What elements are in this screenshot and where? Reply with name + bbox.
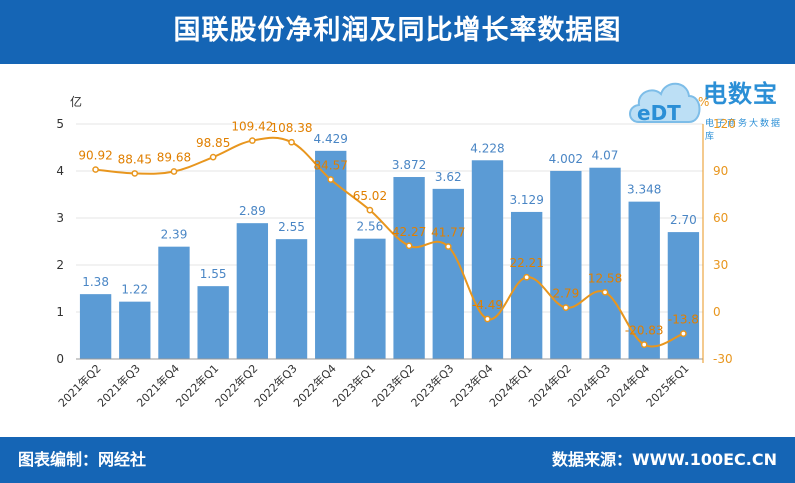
line-value-label: 89.68 xyxy=(157,151,191,165)
bar-value-label: 1.55 xyxy=(200,267,227,281)
left-axis-tick-label: 5 xyxy=(56,117,64,131)
bar-value-label: 4.228 xyxy=(470,141,504,155)
bar xyxy=(197,286,229,359)
line-value-label: 22.21 xyxy=(509,256,543,270)
bar xyxy=(550,170,582,359)
bar xyxy=(315,150,347,359)
header-bar: 国联股份净利润及同比增长率数据图 xyxy=(0,0,795,64)
cloud-icon: eDT xyxy=(629,82,701,125)
left-axis-tick-label: 2 xyxy=(56,258,64,272)
right-axis-unit: % xyxy=(698,95,709,109)
logo-subtitle: 电子商务大数据库 xyxy=(705,119,783,142)
bar-value-label: 4.002 xyxy=(549,152,583,166)
bar-value-label: 4.429 xyxy=(314,132,348,146)
bar-value-label: 3.62 xyxy=(435,170,462,184)
line-point xyxy=(405,242,413,250)
line-value-label: 98.85 xyxy=(196,136,230,150)
logo-icon-text: eDT xyxy=(637,101,681,125)
line-value-label: 84.57 xyxy=(314,159,348,173)
bar-value-label: 2.89 xyxy=(239,204,266,218)
edt-logo: eDT 电数宝 电子商务大数据库 xyxy=(625,70,790,142)
left-axis-tick-label: 3 xyxy=(56,211,64,225)
bar xyxy=(158,246,190,359)
bar xyxy=(275,239,308,359)
line-point xyxy=(248,137,256,144)
line-point xyxy=(523,273,531,281)
line-value-label: 2.79 xyxy=(552,287,579,301)
left-axis-tick-label: 1 xyxy=(56,305,64,319)
line-value-label: 41.77 xyxy=(431,226,465,240)
bar xyxy=(354,238,386,359)
bar-value-label: 1.22 xyxy=(121,283,148,297)
left-axis-tick-label: 4 xyxy=(56,164,64,178)
right-axis-tick-label: 0 xyxy=(713,305,721,319)
bar-value-label: 3.348 xyxy=(627,183,661,197)
right-axis-tick-label: 120 xyxy=(713,117,736,131)
footer-bar: 图表编制：网经社 数据来源：WWW.100EC.CN xyxy=(0,437,795,483)
line-point xyxy=(444,243,452,250)
bar-value-label: 2.55 xyxy=(278,220,305,234)
line-point xyxy=(680,330,687,337)
bar xyxy=(471,160,504,359)
right-axis-tick-label: 60 xyxy=(713,211,728,225)
bar-data-labels: 1.38 1.22 2.39 1.55 2.89 2.55 4.429 2.56 3.872 3.… xyxy=(82,132,697,297)
line-point xyxy=(209,153,217,161)
line-value-label: -13.8 xyxy=(668,313,699,327)
line-point xyxy=(366,206,374,214)
line-point xyxy=(288,138,295,146)
bar-value-label: 2.39 xyxy=(161,228,188,242)
bar-value-label: 4.07 xyxy=(592,149,619,163)
bar-series xyxy=(79,150,700,359)
bar-value-label: 1.38 xyxy=(82,275,109,289)
chart-title: 国联股份净利润及同比增长率数据图 xyxy=(173,15,622,46)
growth-rate-line xyxy=(95,136,684,348)
line-point xyxy=(170,168,178,175)
right-axis-tick-label: 30 xyxy=(713,258,728,272)
x-tick-label: 2025年Q1 xyxy=(643,361,692,410)
line-value-label: 108.38 xyxy=(271,121,313,135)
line-value-label: 90.92 xyxy=(78,149,112,163)
line-point xyxy=(131,170,139,177)
line-value-label: -20.83 xyxy=(625,324,664,338)
bar-value-label: 3.129 xyxy=(509,193,543,207)
line-value-label: 65.02 xyxy=(353,189,387,203)
bar xyxy=(667,232,700,359)
right-axis-tick-label: -30 xyxy=(713,352,733,366)
line-point xyxy=(92,166,99,173)
bar xyxy=(236,223,269,359)
bar-value-label: 2.70 xyxy=(670,213,697,227)
right-axis-tick-label: 90 xyxy=(713,164,728,178)
line-value-label: 12.58 xyxy=(588,271,622,285)
line-point xyxy=(484,315,491,323)
left-axis-unit: 亿 xyxy=(70,94,82,109)
line-point xyxy=(640,341,648,348)
left-axis-tick-label: 0 xyxy=(56,352,64,366)
line-point xyxy=(562,304,570,311)
line-value-label: -4.49 xyxy=(472,298,503,312)
line-point xyxy=(327,176,335,183)
bar xyxy=(589,167,621,359)
bar-value-label: 3.872 xyxy=(392,158,426,172)
footer-compiler: 图表编制：网经社 xyxy=(18,450,147,469)
line-point xyxy=(601,288,609,296)
chart-area: 1.38 1.22 2.39 1.55 2.89 2.55 4.429 2.56 3.872 3.… xyxy=(55,94,736,410)
bar xyxy=(119,301,151,359)
line-value-label: 42.27 xyxy=(392,225,426,239)
bar xyxy=(79,294,112,359)
footer-source: 数据来源：WWW.100EC.CN xyxy=(551,450,777,469)
logo-name: 电数宝 xyxy=(703,80,778,108)
bar-value-label: 2.56 xyxy=(357,220,384,234)
line-value-label: 88.45 xyxy=(118,152,152,166)
bar xyxy=(393,177,425,359)
bar xyxy=(432,188,464,359)
line-value-label: 109.42 xyxy=(231,120,273,134)
